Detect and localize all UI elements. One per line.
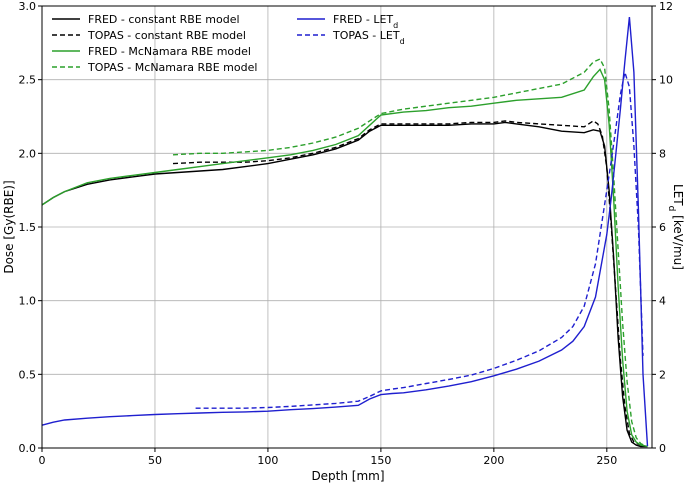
x-tick-label: 100 bbox=[257, 454, 278, 467]
y2-tick-label: 12 bbox=[659, 0, 673, 13]
series-line-5 bbox=[195, 72, 644, 409]
x-axis-label: Depth [mm] bbox=[311, 469, 384, 483]
legend-label: FRED - constant RBE model bbox=[88, 13, 240, 26]
y2-tick-label: 8 bbox=[659, 147, 666, 160]
y-tick-label: 2.5 bbox=[19, 74, 37, 87]
y-tick-label: 0.0 bbox=[19, 442, 37, 455]
y-axis-left: 0.0 0.5 1.0 1.5 2.0 2.5 3.0 bbox=[19, 0, 42, 455]
y2-tick-label: 0 bbox=[659, 442, 666, 455]
y-tick-label: 3.0 bbox=[19, 0, 37, 13]
y-tick-label: 1.5 bbox=[19, 221, 37, 234]
legend-label: FRED - LETd bbox=[333, 13, 398, 30]
y-axis-label: Dose [Gy(RBE)] bbox=[2, 180, 16, 273]
y2-axis-label: LETd [keV/mu] bbox=[666, 184, 685, 270]
legend-label: TOPAS - McNamara RBE model bbox=[87, 61, 257, 74]
y2-tick-label: 10 bbox=[659, 74, 673, 87]
y2-tick-label: 6 bbox=[659, 221, 666, 234]
series-line-3 bbox=[172, 58, 648, 448]
x-tick-label: 0 bbox=[39, 454, 46, 467]
legend-label: FRED - McNamara RBE model bbox=[88, 45, 251, 58]
series-line-2 bbox=[41, 68, 648, 448]
series-line-0 bbox=[41, 121, 648, 448]
x-axis: 0 50 100 150 200 250 bbox=[39, 448, 617, 467]
x-tick-label: 250 bbox=[596, 454, 617, 467]
series-group bbox=[41, 17, 649, 448]
legend-label: TOPAS - LETd bbox=[332, 29, 405, 46]
y-tick-label: 2.0 bbox=[19, 147, 37, 160]
series-line-4 bbox=[41, 17, 649, 447]
y2-tick-label: 4 bbox=[659, 295, 666, 308]
y-tick-label: 0.5 bbox=[19, 368, 37, 381]
y-tick-label: 1.0 bbox=[19, 295, 37, 308]
legend-label: TOPAS - constant RBE model bbox=[87, 29, 246, 42]
x-tick-label: 200 bbox=[483, 454, 504, 467]
x-tick-label: 150 bbox=[370, 454, 391, 467]
series-line-1 bbox=[172, 120, 648, 448]
legend-left: FRED - constant RBE model TOPAS - constan… bbox=[52, 13, 257, 74]
y-axis-right: 0 2 4 6 8 10 12 bbox=[652, 0, 673, 455]
y2-tick-label: 2 bbox=[659, 368, 666, 381]
x-tick-label: 50 bbox=[148, 454, 162, 467]
